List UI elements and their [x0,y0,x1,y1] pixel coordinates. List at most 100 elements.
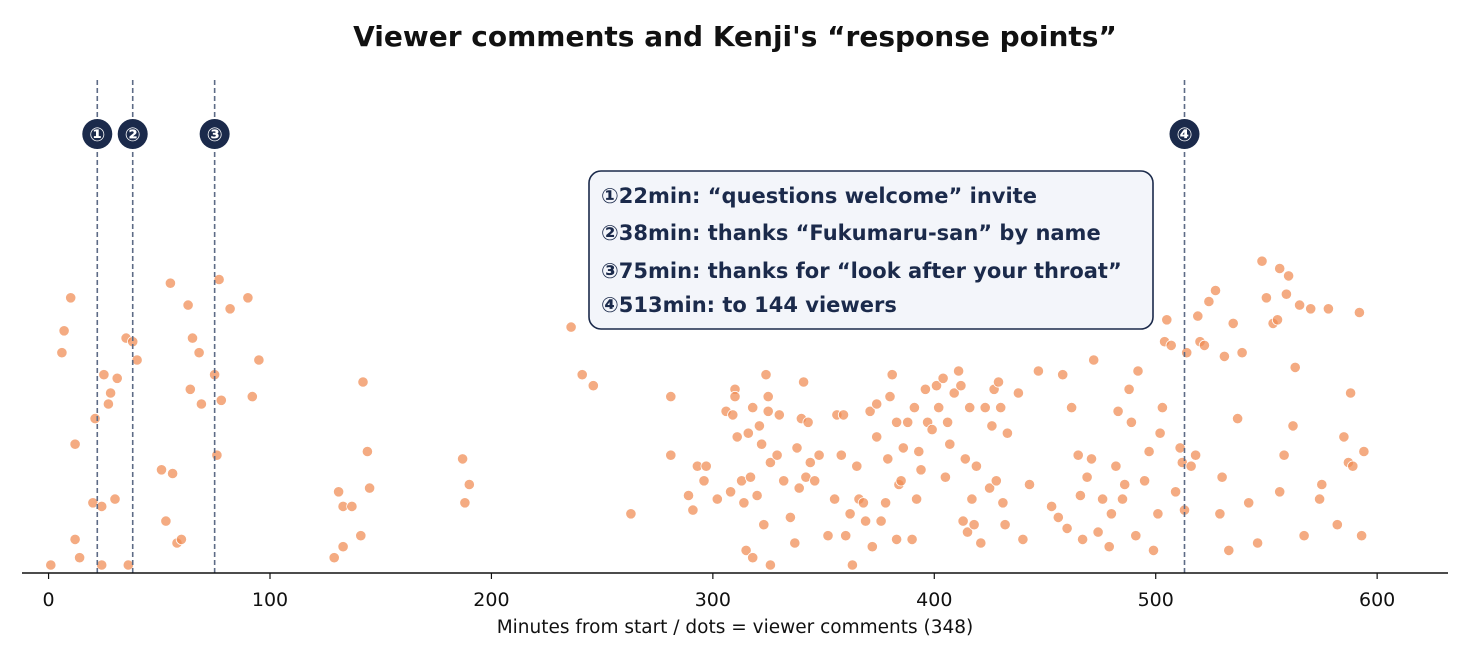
comment-dot [1322,303,1335,315]
comment-dot [1012,387,1025,399]
comment-dot [1298,530,1310,542]
comment-dot [1305,303,1317,315]
comment-dot [1066,401,1078,414]
comment-dot [964,401,976,414]
comment-dot [937,372,949,384]
comment-dot [840,530,852,542]
response-marker: ③ [199,119,230,149]
x-tick-label: 300 [695,589,731,611]
comment-dot [1347,460,1359,472]
x-tick-label: 200 [473,589,509,611]
comment-dot [346,500,358,512]
comment-dot [682,489,695,502]
comment-dot [1190,449,1202,461]
comment-dot [835,449,847,461]
comment-dot [784,511,797,524]
comment-dot [1032,365,1045,377]
comment-dot [762,390,774,403]
comment-dot [1125,416,1138,428]
comment-dot [1103,541,1115,553]
comment-dot [65,292,77,304]
comment-dot [1046,500,1058,512]
comment-dot [999,519,1011,531]
comment-dot [747,552,759,564]
comment-dot [979,401,991,414]
comment-dot [98,369,110,381]
comment-dot [939,471,952,483]
comment-dot [242,292,254,304]
comment-dot [884,390,896,403]
comment-dot [565,321,577,333]
comment-dot [995,401,1007,414]
comment-dot [890,533,903,546]
comment-dot [1287,420,1299,432]
comment-dot [1338,431,1350,443]
comment-dot [778,475,790,487]
comment-dot [895,475,907,487]
comment-dot [576,369,588,381]
comment-dot [1294,299,1306,311]
comment-dot [793,482,805,494]
x-tick-label: 100 [252,589,288,611]
comment-dot [747,401,759,414]
comment-dot [224,303,236,315]
comment-dot [822,530,834,542]
comment-dot [1147,544,1160,557]
comment-dot [837,409,850,421]
response-marker: ④ [1169,119,1200,149]
annotation-box-frame [588,170,1154,330]
comment-dot [463,478,475,491]
response-marker-badge [82,119,113,149]
comment-dot [45,559,57,571]
comment-dot [789,537,801,549]
comment-dot [764,559,777,571]
comment-dot [89,412,101,425]
comment-dot [1289,361,1301,373]
response-marker-label: ④ [1176,124,1192,146]
comment-dot [1085,453,1098,465]
comment-dot [109,493,121,505]
comment-dot [857,497,870,509]
comment-dot [975,537,987,549]
chart-title: Viewer comments and Kenji's “response po… [353,20,1117,53]
comment-dot [665,449,677,461]
annotation-line: ③75min: thanks for “look after your thro… [601,259,1122,283]
comment-dot [1227,317,1239,329]
comment-dot [56,347,68,359]
comment-dot [1236,347,1248,359]
comment-dot [908,401,921,414]
comment-dot [1130,530,1142,542]
comment-dot [1116,493,1129,505]
response-marker: ① [82,119,113,149]
comment-dot [167,467,179,480]
comment-dot [193,347,205,359]
comment-dot [1156,401,1169,414]
annotation-line: ②38min: thanks “Fukumaru-san” by name [601,221,1101,245]
comment-dot [930,380,943,392]
comment-dot [698,475,710,487]
comment-dot [866,541,878,553]
x-tick-label: 400 [916,589,952,611]
comment-dot [992,376,1005,388]
comment-dot [1274,262,1286,275]
comment-dot [215,394,227,406]
comment-dot [959,453,971,465]
comment-dot [1161,314,1173,326]
comment-dot [1074,489,1087,502]
comment-dot [846,559,859,571]
comment-dot [1092,526,1104,538]
comment-dot [760,369,772,381]
comment-dot [69,438,81,450]
comment-dot [1214,508,1226,520]
comment-dot [871,431,883,443]
comment-dot [955,380,967,392]
comment-dot [773,409,785,421]
comment-dot [797,376,810,388]
response-marker: ② [117,119,148,149]
comment-dot [1203,295,1215,308]
comment-dot [58,325,70,337]
comment-dot [902,416,914,428]
comment-dot [753,420,766,432]
comment-dot [990,475,1002,487]
